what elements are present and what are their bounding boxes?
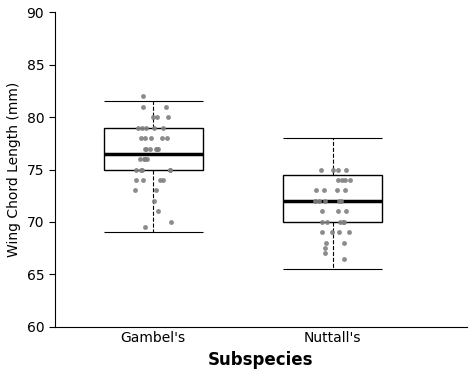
Point (156, 177, 164, 183)
Point (141, 156, 148, 162)
Point (154, 146, 162, 152)
Point (132, 167, 140, 173)
Point (346, 177, 354, 183)
Point (334, 188, 341, 194)
Point (163, 135, 171, 141)
Point (131, 188, 139, 194)
Point (132, 177, 140, 183)
Point (139, 104, 146, 110)
Point (137, 167, 145, 173)
Point (150, 198, 157, 204)
Point (341, 188, 349, 194)
Point (139, 93, 147, 99)
Point (329, 167, 337, 173)
Point (141, 224, 148, 230)
Point (339, 219, 347, 225)
Point (164, 114, 172, 120)
Point (311, 198, 319, 204)
Point (318, 219, 326, 225)
Point (166, 167, 173, 173)
Point (321, 198, 329, 204)
Point (150, 124, 158, 130)
Point (322, 240, 330, 246)
Point (345, 229, 353, 235)
Point (166, 167, 173, 173)
Point (159, 177, 167, 183)
Point (317, 167, 325, 173)
Point (159, 124, 166, 130)
Point (335, 177, 342, 183)
Point (153, 146, 161, 152)
Point (337, 198, 345, 204)
Point (321, 245, 329, 251)
Point (328, 229, 336, 235)
Point (341, 177, 349, 183)
Point (138, 167, 146, 173)
Point (138, 124, 146, 130)
Point (152, 188, 160, 194)
Point (154, 114, 161, 120)
Point (158, 135, 165, 141)
Point (149, 114, 156, 120)
Point (137, 156, 144, 162)
Point (142, 146, 150, 152)
Point (143, 156, 151, 162)
Point (340, 256, 348, 262)
X-axis label: Subspecies: Subspecies (208, 351, 313, 369)
Point (139, 177, 146, 183)
Point (319, 229, 326, 235)
Bar (104, 127, 202, 170)
Point (336, 198, 343, 204)
Point (134, 124, 142, 130)
Point (141, 146, 148, 152)
Point (147, 135, 155, 141)
Point (152, 146, 160, 152)
Point (337, 177, 345, 183)
Point (318, 208, 326, 214)
Point (334, 208, 342, 214)
Y-axis label: Wing Chord Length (mm): Wing Chord Length (mm) (7, 82, 21, 257)
Point (336, 219, 344, 225)
Point (137, 135, 145, 141)
Point (155, 208, 162, 214)
Point (312, 188, 319, 194)
Point (323, 219, 331, 225)
Point (142, 156, 149, 162)
Point (141, 135, 149, 141)
Bar (283, 175, 382, 222)
Point (320, 188, 328, 194)
Point (334, 167, 342, 173)
Point (142, 124, 150, 130)
Point (342, 208, 349, 214)
Point (315, 198, 322, 204)
Point (146, 146, 154, 152)
Point (340, 219, 347, 225)
Point (167, 219, 174, 225)
Point (335, 229, 342, 235)
Point (340, 240, 347, 246)
Point (342, 167, 350, 173)
Point (163, 104, 170, 110)
Point (322, 250, 329, 256)
